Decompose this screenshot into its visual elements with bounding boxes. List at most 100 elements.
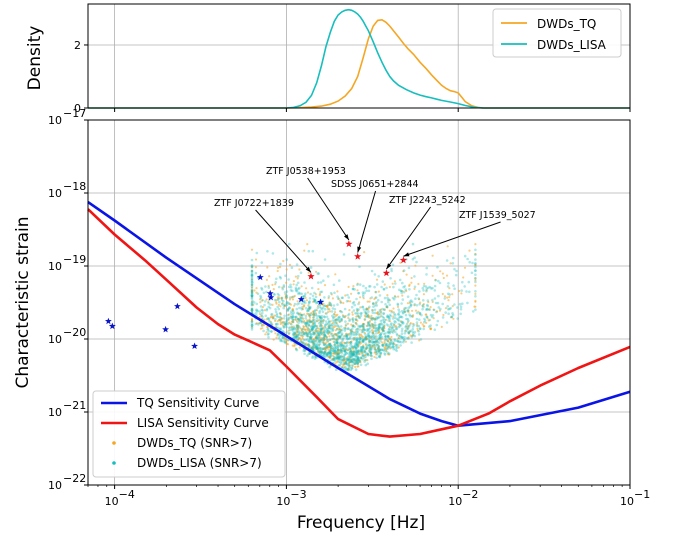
scatter-point-lisa bbox=[295, 283, 299, 287]
scatter-point-lisa bbox=[354, 355, 358, 359]
y-tick-exponent: −17 bbox=[63, 107, 86, 120]
scatter-point-lisa bbox=[359, 312, 363, 315]
scatter-point-lisa bbox=[446, 285, 450, 288]
scatter-point-lisa bbox=[362, 346, 365, 350]
scatter-point-lisa bbox=[343, 349, 347, 353]
scatter-point-lisa bbox=[398, 325, 402, 328]
scatter-point-lisa bbox=[319, 347, 323, 350]
scatter-point-lisa bbox=[426, 308, 429, 311]
scatter-point-lisa bbox=[307, 305, 311, 309]
scatter-point-tq bbox=[408, 330, 411, 333]
scatter-point-lisa bbox=[293, 302, 297, 306]
scatter-point-tq bbox=[427, 301, 430, 304]
scatter-point-lisa bbox=[337, 354, 341, 358]
scatter-point-tq bbox=[384, 335, 387, 338]
scatter-point-lisa bbox=[360, 311, 363, 315]
scatter-point-tq bbox=[305, 324, 308, 327]
scatter-point-tq bbox=[370, 325, 373, 328]
scatter-point-lisa bbox=[368, 343, 372, 347]
scatter-point-tq bbox=[322, 341, 325, 344]
scatter-point-lisa bbox=[344, 348, 347, 351]
scatter-point-tq bbox=[352, 350, 355, 353]
scatter-point-lisa bbox=[339, 341, 342, 345]
scatter-point-tq bbox=[338, 364, 341, 367]
scatter-point-lisa bbox=[411, 330, 415, 334]
scatter-point-lisa bbox=[374, 348, 377, 352]
scatter-point-lisa bbox=[409, 299, 413, 302]
scatter-point-lisa bbox=[281, 287, 285, 291]
scatter-point-tq bbox=[401, 290, 404, 293]
scatter-point-lisa bbox=[297, 332, 301, 335]
scatter-point-tq bbox=[324, 326, 327, 329]
scatter-point-lisa bbox=[366, 362, 370, 366]
scatter-point-tq bbox=[425, 289, 428, 292]
scatter-point-tq bbox=[315, 312, 318, 315]
scatter-point-lisa bbox=[269, 322, 273, 326]
scatter-point-lisa bbox=[322, 332, 326, 335]
scatter-point-lisa bbox=[386, 330, 390, 334]
scatter-point-lisa bbox=[354, 341, 358, 345]
scatter-point-lisa bbox=[319, 306, 323, 310]
scatter-point-tq bbox=[358, 353, 361, 356]
scatter-point-lisa bbox=[391, 331, 395, 334]
scatter-point-lisa bbox=[282, 306, 286, 310]
scatter-point-lisa bbox=[378, 349, 382, 352]
scatter-point-lisa bbox=[287, 326, 291, 330]
scatter-point-lisa bbox=[307, 249, 311, 253]
scatter-point-lisa bbox=[285, 258, 289, 261]
scatter-point-lisa bbox=[372, 305, 375, 309]
scatter-point-lisa bbox=[400, 329, 404, 333]
scatter-point-lisa bbox=[399, 289, 403, 293]
scatter-point-lisa bbox=[415, 317, 419, 321]
scatter-point-tq bbox=[287, 318, 290, 321]
y-tick-exponent: −19 bbox=[63, 253, 86, 266]
scatter-point-lisa bbox=[348, 354, 351, 358]
scatter-point-lisa bbox=[336, 349, 339, 352]
scatter-point-lisa bbox=[330, 345, 333, 348]
scatter-point-lisa bbox=[361, 354, 365, 357]
scatter-point-lisa bbox=[261, 311, 264, 315]
scatter-point-lisa bbox=[358, 316, 362, 320]
scatter-point-lisa bbox=[334, 356, 338, 360]
scatter-point-tq bbox=[331, 297, 334, 300]
scatter-point-tq bbox=[347, 316, 350, 320]
scatter-point-lisa bbox=[342, 367, 346, 370]
scatter-point-lisa bbox=[361, 354, 364, 358]
scatter-point-lisa bbox=[361, 345, 365, 349]
source-label: ZTF J1539_5027 bbox=[459, 210, 536, 221]
scatter-point-lisa bbox=[375, 340, 379, 344]
scatter-point-lisa bbox=[282, 285, 286, 289]
scatter-point-lisa bbox=[356, 344, 359, 348]
scatter-point-tq bbox=[283, 305, 286, 308]
scatter-point-lisa bbox=[364, 338, 367, 342]
scatter-point-tq bbox=[381, 328, 384, 331]
scatter-point-lisa bbox=[389, 342, 393, 345]
scatter-point-lisa bbox=[282, 325, 286, 329]
scatter-point-lisa bbox=[336, 355, 339, 359]
scatter-point-lisa bbox=[266, 250, 269, 253]
scatter-point-lisa bbox=[345, 334, 349, 338]
scatter-point-tq bbox=[333, 343, 336, 346]
scatter-point-tq bbox=[350, 292, 353, 295]
scatter-point-lisa bbox=[396, 339, 400, 343]
blue-star-marker bbox=[266, 289, 274, 297]
scatter-point-lisa bbox=[349, 347, 352, 351]
scatter-point-lisa bbox=[472, 310, 475, 313]
scatter-point-tq bbox=[317, 334, 320, 337]
scatter-point-lisa bbox=[364, 355, 367, 359]
scatter-point-lisa bbox=[323, 333, 326, 337]
scatter-point-lisa bbox=[429, 287, 433, 290]
scatter-point-lisa bbox=[321, 341, 324, 344]
scatter-point-lisa bbox=[347, 358, 351, 361]
scatter-point-tq bbox=[291, 309, 294, 312]
scatter-point-lisa bbox=[278, 311, 282, 315]
scatter-point-lisa bbox=[401, 327, 404, 331]
scatter-point-tq bbox=[354, 336, 357, 339]
scatter-point-tq bbox=[250, 269, 254, 272]
scatter-point-lisa bbox=[357, 291, 360, 295]
scatter-point-lisa bbox=[265, 308, 269, 312]
scatter-point-tq bbox=[407, 311, 410, 314]
scatter-point-lisa bbox=[447, 308, 450, 311]
scatter-point-lisa bbox=[325, 312, 328, 315]
scatter-point-lisa bbox=[274, 318, 277, 321]
